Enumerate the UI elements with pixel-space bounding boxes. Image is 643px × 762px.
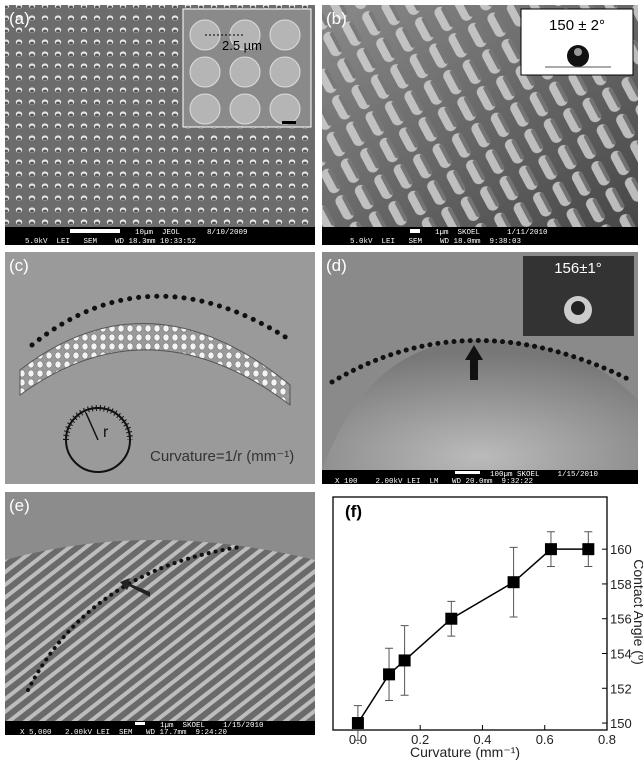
info-line: X 100 2.00kV LEI LM WD 20.0mm 9:32:22 xyxy=(335,478,533,486)
panel-label: (c) xyxy=(9,256,29,275)
panel-label: (d) xyxy=(326,256,347,275)
inset-label: 2.5 µm xyxy=(222,38,262,53)
x-tick-label: 0.2 xyxy=(411,732,429,747)
marker xyxy=(445,613,457,625)
inset-label: 150 ± 2° xyxy=(549,17,605,34)
info-line: 10µm JEOL 8/10/2009 xyxy=(135,229,248,237)
data-line xyxy=(358,549,588,723)
plot-frame xyxy=(333,497,607,730)
panel-b: 150 ± 2° 1µm SKOEL 1/11/2010 5.0kV LEI S… xyxy=(322,5,638,246)
radius-label: r xyxy=(103,424,109,441)
info-line: X 5,000 2.00kV LEI SEM WD 17.7mm 9:24:20 xyxy=(20,729,228,737)
panel-label: (b) xyxy=(326,9,347,28)
x-tick-label: 0.6 xyxy=(536,732,554,747)
marker xyxy=(383,668,395,680)
chart-title: (f) xyxy=(345,502,362,521)
x-tick-label: 0.4 xyxy=(473,732,491,747)
marker xyxy=(582,543,594,555)
marker xyxy=(399,654,411,666)
figure: 2.5 µm 10µm JEOL 8/10/2009 5.0kV LEI SEM… xyxy=(0,0,643,762)
panel-a: 2.5 µm 10µm JEOL 8/10/2009 5.0kV LEI SEM… xyxy=(5,5,315,246)
y-tick-label: 152 xyxy=(610,681,632,696)
y-tick-label: 156 xyxy=(610,612,632,627)
x-tick-label: 0.8 xyxy=(598,732,616,747)
chart: (f) Curvature (mm⁻¹) Contact Angle (º) 0… xyxy=(333,497,643,760)
info-line: 1µm SKOEL 1/11/2010 xyxy=(435,229,548,237)
panel-c: r Curvature=1/r (mm⁻¹) (c) xyxy=(5,252,315,484)
panel-label: (e) xyxy=(9,496,30,515)
inset-label: 156±1° xyxy=(554,260,602,277)
marker xyxy=(352,717,364,729)
panel-d: 156±1° 100µm SKOEL 1/15/2010 X 100 2.00k… xyxy=(322,252,638,486)
y-tick-label: 154 xyxy=(610,646,632,661)
panel-e: 1µm SKOEL 1/15/2010 X 5,000 2.00kV LEI S… xyxy=(5,492,315,737)
y-tick-label: 160 xyxy=(610,542,632,557)
y-axis-label: Contact Angle (º) xyxy=(631,559,643,665)
info-line: 5.0kV LEI SEM WD 18.0mm 9:38:03 xyxy=(350,238,522,246)
caption: Curvature=1/r (mm⁻¹) xyxy=(150,448,294,465)
marker xyxy=(508,576,520,588)
y-tick-label: 158 xyxy=(610,577,632,592)
panel-label: (a) xyxy=(9,9,30,28)
y-tick-label: 150 xyxy=(610,716,632,731)
marker xyxy=(545,543,557,555)
info-line: 5.0kV LEI SEM WD 18.3mm 10:33:52 xyxy=(25,238,196,246)
